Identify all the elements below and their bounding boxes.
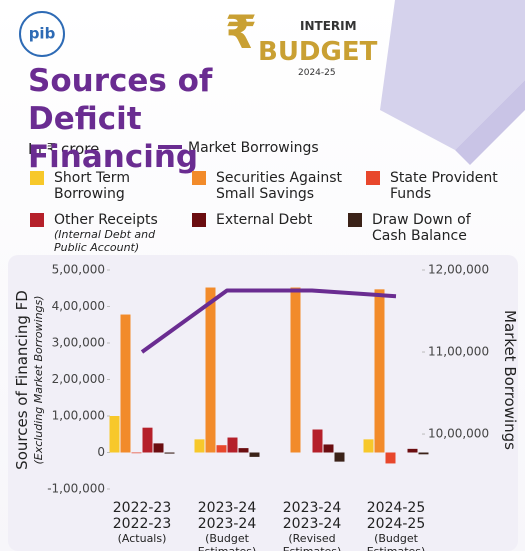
legend-swatch	[366, 171, 380, 185]
bar	[407, 448, 418, 453]
x-tick-text: 2022-23	[112, 516, 172, 532]
bar	[164, 452, 175, 454]
x-tick-note: (Revised Estimates)	[283, 532, 342, 551]
bar	[374, 289, 385, 453]
line	[140, 288, 397, 354]
bar	[205, 287, 216, 453]
x-tick-text: 2023-24	[197, 500, 257, 516]
bar	[249, 452, 260, 457]
y-tick-label: -1,00,000	[47, 482, 105, 496]
x-tick-label: 2022-23 2022-23 (Actuals)	[97, 500, 187, 545]
y-axis-note: (Excluding Market Borrowings)	[32, 295, 45, 464]
legend-swatch	[30, 213, 44, 227]
legend-swatch	[30, 171, 44, 185]
legend-swatch	[192, 171, 206, 185]
x-tick-text: 2023-24	[282, 516, 342, 532]
legend-note: (Internal Debt and Public Account)	[54, 228, 156, 254]
rupee-icon: ₹	[225, 5, 257, 59]
bar	[290, 287, 301, 453]
badge-top: INTERIM	[300, 19, 357, 33]
bar	[194, 439, 205, 453]
y-tick-label: 0	[97, 445, 105, 459]
bar	[363, 439, 374, 453]
legend-label: External Debt	[216, 212, 313, 228]
legend-label: Market Borrowings	[188, 140, 319, 156]
bar	[323, 444, 334, 453]
bar	[227, 437, 238, 453]
bar	[238, 448, 249, 453]
legend-label: Draw Down of Cash Balance	[372, 212, 471, 244]
y-tick-label: 2,00,000	[52, 372, 105, 386]
legend-label: Short Term Borrowing	[54, 170, 130, 202]
x-tick-text: 2024-25	[366, 516, 426, 532]
x-tick-text: 2024-25	[366, 500, 426, 516]
badge-main: BUDGET	[258, 37, 378, 67]
y-axis-label: Sources of Financing FD	[13, 290, 31, 470]
bar	[216, 445, 227, 453]
bar	[334, 452, 345, 462]
x-tick-text: 2023-24	[282, 500, 342, 516]
y2-axis-label: Market Borrowings	[501, 310, 519, 450]
y2-tick-label: 11,00,000	[428, 345, 489, 359]
bar	[312, 429, 323, 453]
legend-swatch	[192, 213, 206, 227]
x-tick-text: 2022-23	[112, 500, 172, 516]
bar	[109, 416, 120, 453]
badge-year: 2024-25	[298, 68, 336, 78]
legend-label: State Provident Funds	[390, 170, 498, 202]
y2-tick-label: 12,00,000	[428, 263, 489, 277]
y-tick-label: 1,00,000	[52, 409, 105, 423]
bar	[418, 452, 429, 455]
pib-logo	[19, 11, 65, 57]
x-tick-note: (Budget Estimates)	[367, 532, 426, 551]
decor-band	[455, 80, 525, 165]
decor-band	[380, 0, 525, 150]
x-tick-text: 2023-24	[197, 516, 257, 532]
bar	[385, 452, 396, 464]
bar	[131, 452, 142, 454]
y-tick-label: 5,00,000	[52, 263, 105, 277]
y-tick-label: 4,00,000	[52, 299, 105, 313]
chart-title: Sources of Deficit Financing	[28, 63, 213, 175]
bar	[120, 314, 131, 453]
bar	[153, 443, 164, 453]
y-tick-label: 3,00,000	[52, 336, 105, 350]
legend-label: Other Receipts	[54, 212, 158, 228]
bar	[142, 427, 153, 453]
y2-tick-label: 10,00,000	[428, 427, 489, 441]
legend-swatch	[348, 213, 362, 227]
units: In ₹ crore	[28, 140, 99, 158]
x-tick-note: (Actuals)	[117, 532, 167, 545]
pib-logo-text: pib	[29, 25, 56, 43]
legend-label: Securities Against Small Savings	[216, 170, 343, 202]
x-tick-note: (Budget Estimates)	[198, 532, 257, 551]
chart-panel	[8, 255, 518, 551]
